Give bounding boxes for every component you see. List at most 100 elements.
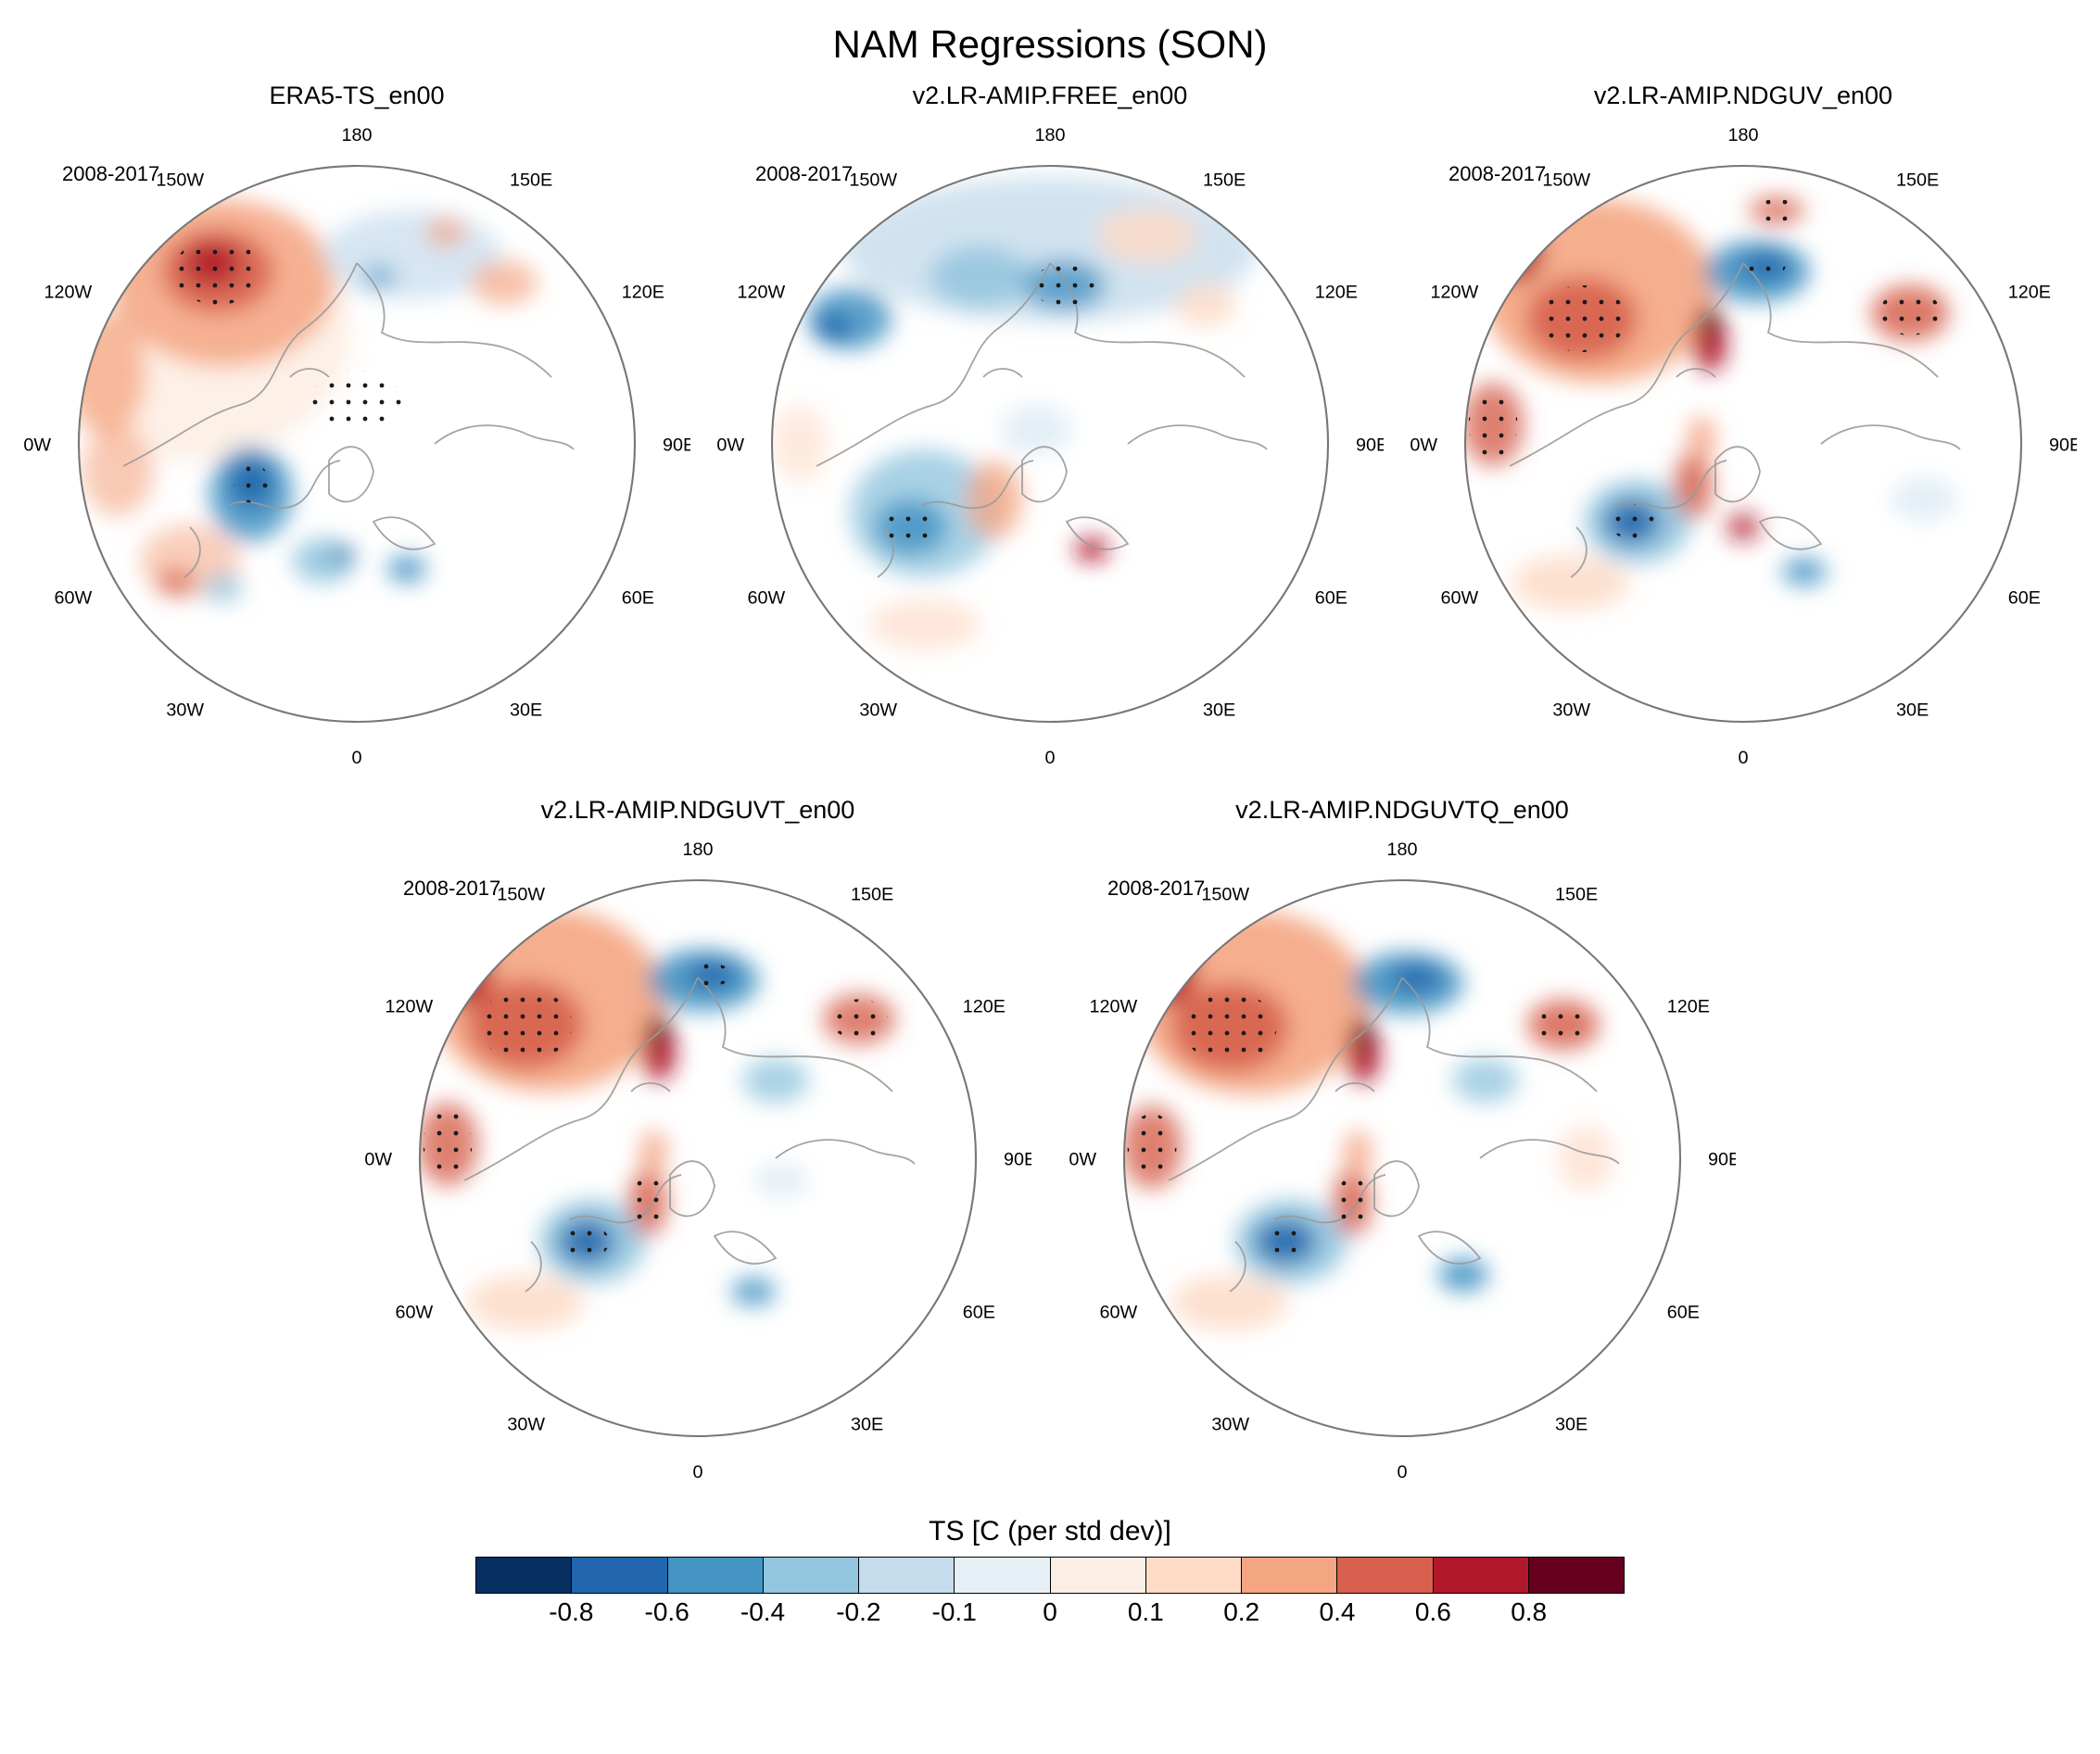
lon-label: 120W bbox=[386, 997, 434, 1017]
lon-label: 150W bbox=[1542, 170, 1590, 191]
colorbar-tick-label: -0.2 bbox=[836, 1597, 881, 1626]
colorbar-tick-label: 0.8 bbox=[1511, 1597, 1548, 1626]
lon-label: 30W bbox=[1211, 1414, 1249, 1434]
lon-label: 60W bbox=[748, 588, 786, 609]
panel-title: v2.LR-AMIP.FREE_en00 bbox=[912, 82, 1188, 109]
lon-label: 150W bbox=[497, 885, 545, 905]
lon-label: 150E bbox=[1203, 170, 1246, 191]
panel-row-2: v2.LR-AMIP.NDGUVT_en00 180 150E 120E 90E 60E… bbox=[0, 790, 2100, 1492]
lon-label: 30E bbox=[1203, 700, 1235, 720]
lon-label: 90E bbox=[1708, 1150, 1736, 1170]
figure-title: NAM Regressions (SON) bbox=[832, 22, 1268, 66]
lon-label: 180 bbox=[1727, 125, 1758, 145]
lon-label: 30W bbox=[166, 700, 204, 720]
panel-title: v2.LR-AMIP.NDGUV_en00 bbox=[1593, 82, 1893, 109]
period-label: 2008-2017 bbox=[62, 162, 160, 185]
map-panel-5: v2.LR-AMIP.NDGUVTQ_en00 180 150E 120E 90E 60… bbox=[1059, 790, 1745, 1492]
lon-label: 180 bbox=[341, 125, 372, 145]
period-label: 2008-2017 bbox=[755, 162, 854, 185]
colorbar-cell bbox=[955, 1558, 1051, 1593]
lon-label: 60W bbox=[1441, 588, 1479, 609]
colorbar-cell bbox=[1337, 1558, 1434, 1593]
colorbar-tick-label: -0.1 bbox=[931, 1597, 977, 1626]
lon-label: 30W bbox=[859, 700, 897, 720]
lon-label: 150E bbox=[1555, 885, 1598, 905]
panel-title: v2.LR-AMIP.NDGUVTQ_en00 bbox=[1235, 796, 1569, 824]
colorbar-title: TS [C (per std dev)] bbox=[929, 1516, 1171, 1546]
lon-label: 60E bbox=[2008, 588, 2041, 609]
map-wrap: 180 150E 120E 90E 60E 30E 0 30W 60W 90W 120W 150W 2… bbox=[1410, 110, 2077, 777]
lon-label: 90W bbox=[364, 1150, 392, 1170]
lon-label: 30W bbox=[1552, 700, 1590, 720]
lon-label: 90W bbox=[1069, 1150, 1096, 1170]
lon-label: 0 bbox=[1397, 1462, 1407, 1483]
map-canvas: 180 150E 120E 90E 60E 30E 0 30W 60W 90W 120W 150W bbox=[716, 125, 1384, 768]
lon-label: 120E bbox=[963, 997, 1006, 1017]
lon-label: 90W bbox=[1410, 435, 1437, 456]
map-wrap: 180 150E 120E 90E 60E 30E 0 30W 60W 90W 120W 150W 2… bbox=[716, 110, 1384, 777]
lon-label: 30E bbox=[1896, 700, 1929, 720]
colorbar-tick-label: 0 bbox=[1043, 1597, 1057, 1626]
lon-label: 60W bbox=[55, 588, 93, 609]
period-label: 2008-2017 bbox=[403, 877, 501, 900]
lon-label: 150E bbox=[1896, 170, 1939, 191]
lon-label: 60W bbox=[396, 1303, 434, 1323]
colorbar-cell bbox=[1528, 1558, 1624, 1593]
map-panel-1: ERA5-TS_en00 180 150E 120E 90E 60E 30E 0 30W 60W… bbox=[14, 76, 700, 777]
lon-label: 0 bbox=[692, 1462, 702, 1483]
lon-label: 60E bbox=[963, 1303, 995, 1323]
panel-row-1: ERA5-TS_en00 180 150E 120E 90E 60E 30E 0 30W 60W… bbox=[0, 76, 2100, 777]
lon-label: 120W bbox=[1090, 997, 1138, 1017]
lon-label: 180 bbox=[1386, 839, 1417, 860]
lon-label: 90E bbox=[1004, 1150, 1031, 1170]
colorbar-cell bbox=[572, 1558, 668, 1593]
lon-label: 0 bbox=[351, 748, 361, 768]
lon-label: 0 bbox=[1044, 748, 1055, 768]
colorbar-tick-label: 0.1 bbox=[1127, 1597, 1164, 1626]
lon-label: 60E bbox=[1315, 588, 1347, 609]
lon-label: 90E bbox=[2049, 435, 2077, 456]
colorbar-tick-label: 0.6 bbox=[1414, 1597, 1451, 1626]
lon-label: 120E bbox=[1315, 283, 1358, 303]
lon-label: 30E bbox=[851, 1414, 883, 1434]
lon-label: 90E bbox=[663, 435, 690, 456]
lon-label: 30W bbox=[507, 1414, 545, 1434]
colorbar-cell bbox=[1433, 1558, 1529, 1593]
map-wrap: 180 150E 120E 90E 60E 30E 0 30W 60W 90W 120W 150W 2… bbox=[364, 825, 1031, 1492]
colorbar-tick-label: -0.8 bbox=[549, 1597, 594, 1626]
lon-label: 150E bbox=[510, 170, 552, 191]
lon-label: 120E bbox=[1667, 997, 1710, 1017]
lon-label: 90W bbox=[23, 435, 51, 456]
period-label: 2008-2017 bbox=[1448, 162, 1547, 185]
period-label: 2008-2017 bbox=[1107, 877, 1206, 900]
colorbar-tick-label: -0.4 bbox=[740, 1597, 786, 1626]
colorbar-cell bbox=[667, 1558, 764, 1593]
map-canvas: 180 150E 120E 90E 60E 30E 0 30W 60W 90W 120W 150W bbox=[23, 125, 690, 768]
panel-title: ERA5-TS_en00 bbox=[269, 82, 445, 109]
lon-label: 150W bbox=[156, 170, 204, 191]
colorbar-cell bbox=[1050, 1558, 1146, 1593]
colorbar-cell bbox=[1145, 1558, 1242, 1593]
map-panel-2: v2.LR-AMIP.FREE_en00 180 150E 120E 90E 60E 30… bbox=[707, 76, 1393, 777]
lon-label: 30E bbox=[510, 700, 542, 720]
figure: NAM Regressions (SON) ERA5-TS_en00 180 15… bbox=[0, 22, 2100, 1626]
map-panel-3: v2.LR-AMIP.NDGUV_en00 180 150E 120E 90E 60E 3… bbox=[1400, 76, 2086, 777]
map-canvas: 180 150E 120E 90E 60E 30E 0 30W 60W 90W 120W 150W bbox=[1410, 125, 2077, 768]
map-wrap: 180 150E 120E 90E 60E 30E 0 30W 60W 90W 120W 150W 2… bbox=[23, 110, 690, 777]
colorbar-cell bbox=[859, 1558, 955, 1593]
lon-label: 120E bbox=[2008, 283, 2051, 303]
map-canvas: 180 150E 120E 90E 60E 30E 0 30W 60W 90W 120W 150W bbox=[1069, 839, 1736, 1483]
colorbar-cell bbox=[763, 1558, 859, 1593]
lon-label: 90E bbox=[1356, 435, 1384, 456]
lon-label: 120E bbox=[622, 283, 664, 303]
map-wrap: 180 150E 120E 90E 60E 30E 0 30W 60W 90W 120W 150W 2… bbox=[1069, 825, 1736, 1492]
map-panel-4: v2.LR-AMIP.NDGUVT_en00 180 150E 120E 90E 60E… bbox=[355, 790, 1041, 1492]
lon-label: 60E bbox=[622, 588, 654, 609]
lon-label: 60W bbox=[1100, 1303, 1138, 1323]
lon-label: 120W bbox=[738, 283, 786, 303]
lon-label: 30E bbox=[1555, 1414, 1588, 1434]
lon-label: 120W bbox=[44, 283, 93, 303]
lon-label: 120W bbox=[1431, 283, 1479, 303]
colorbar-tick-label: 0.4 bbox=[1319, 1597, 1356, 1626]
panel-title: v2.LR-AMIP.NDGUVT_en00 bbox=[540, 796, 855, 824]
